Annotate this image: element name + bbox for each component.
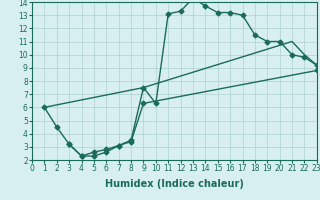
X-axis label: Humidex (Indice chaleur): Humidex (Indice chaleur) <box>105 179 244 189</box>
